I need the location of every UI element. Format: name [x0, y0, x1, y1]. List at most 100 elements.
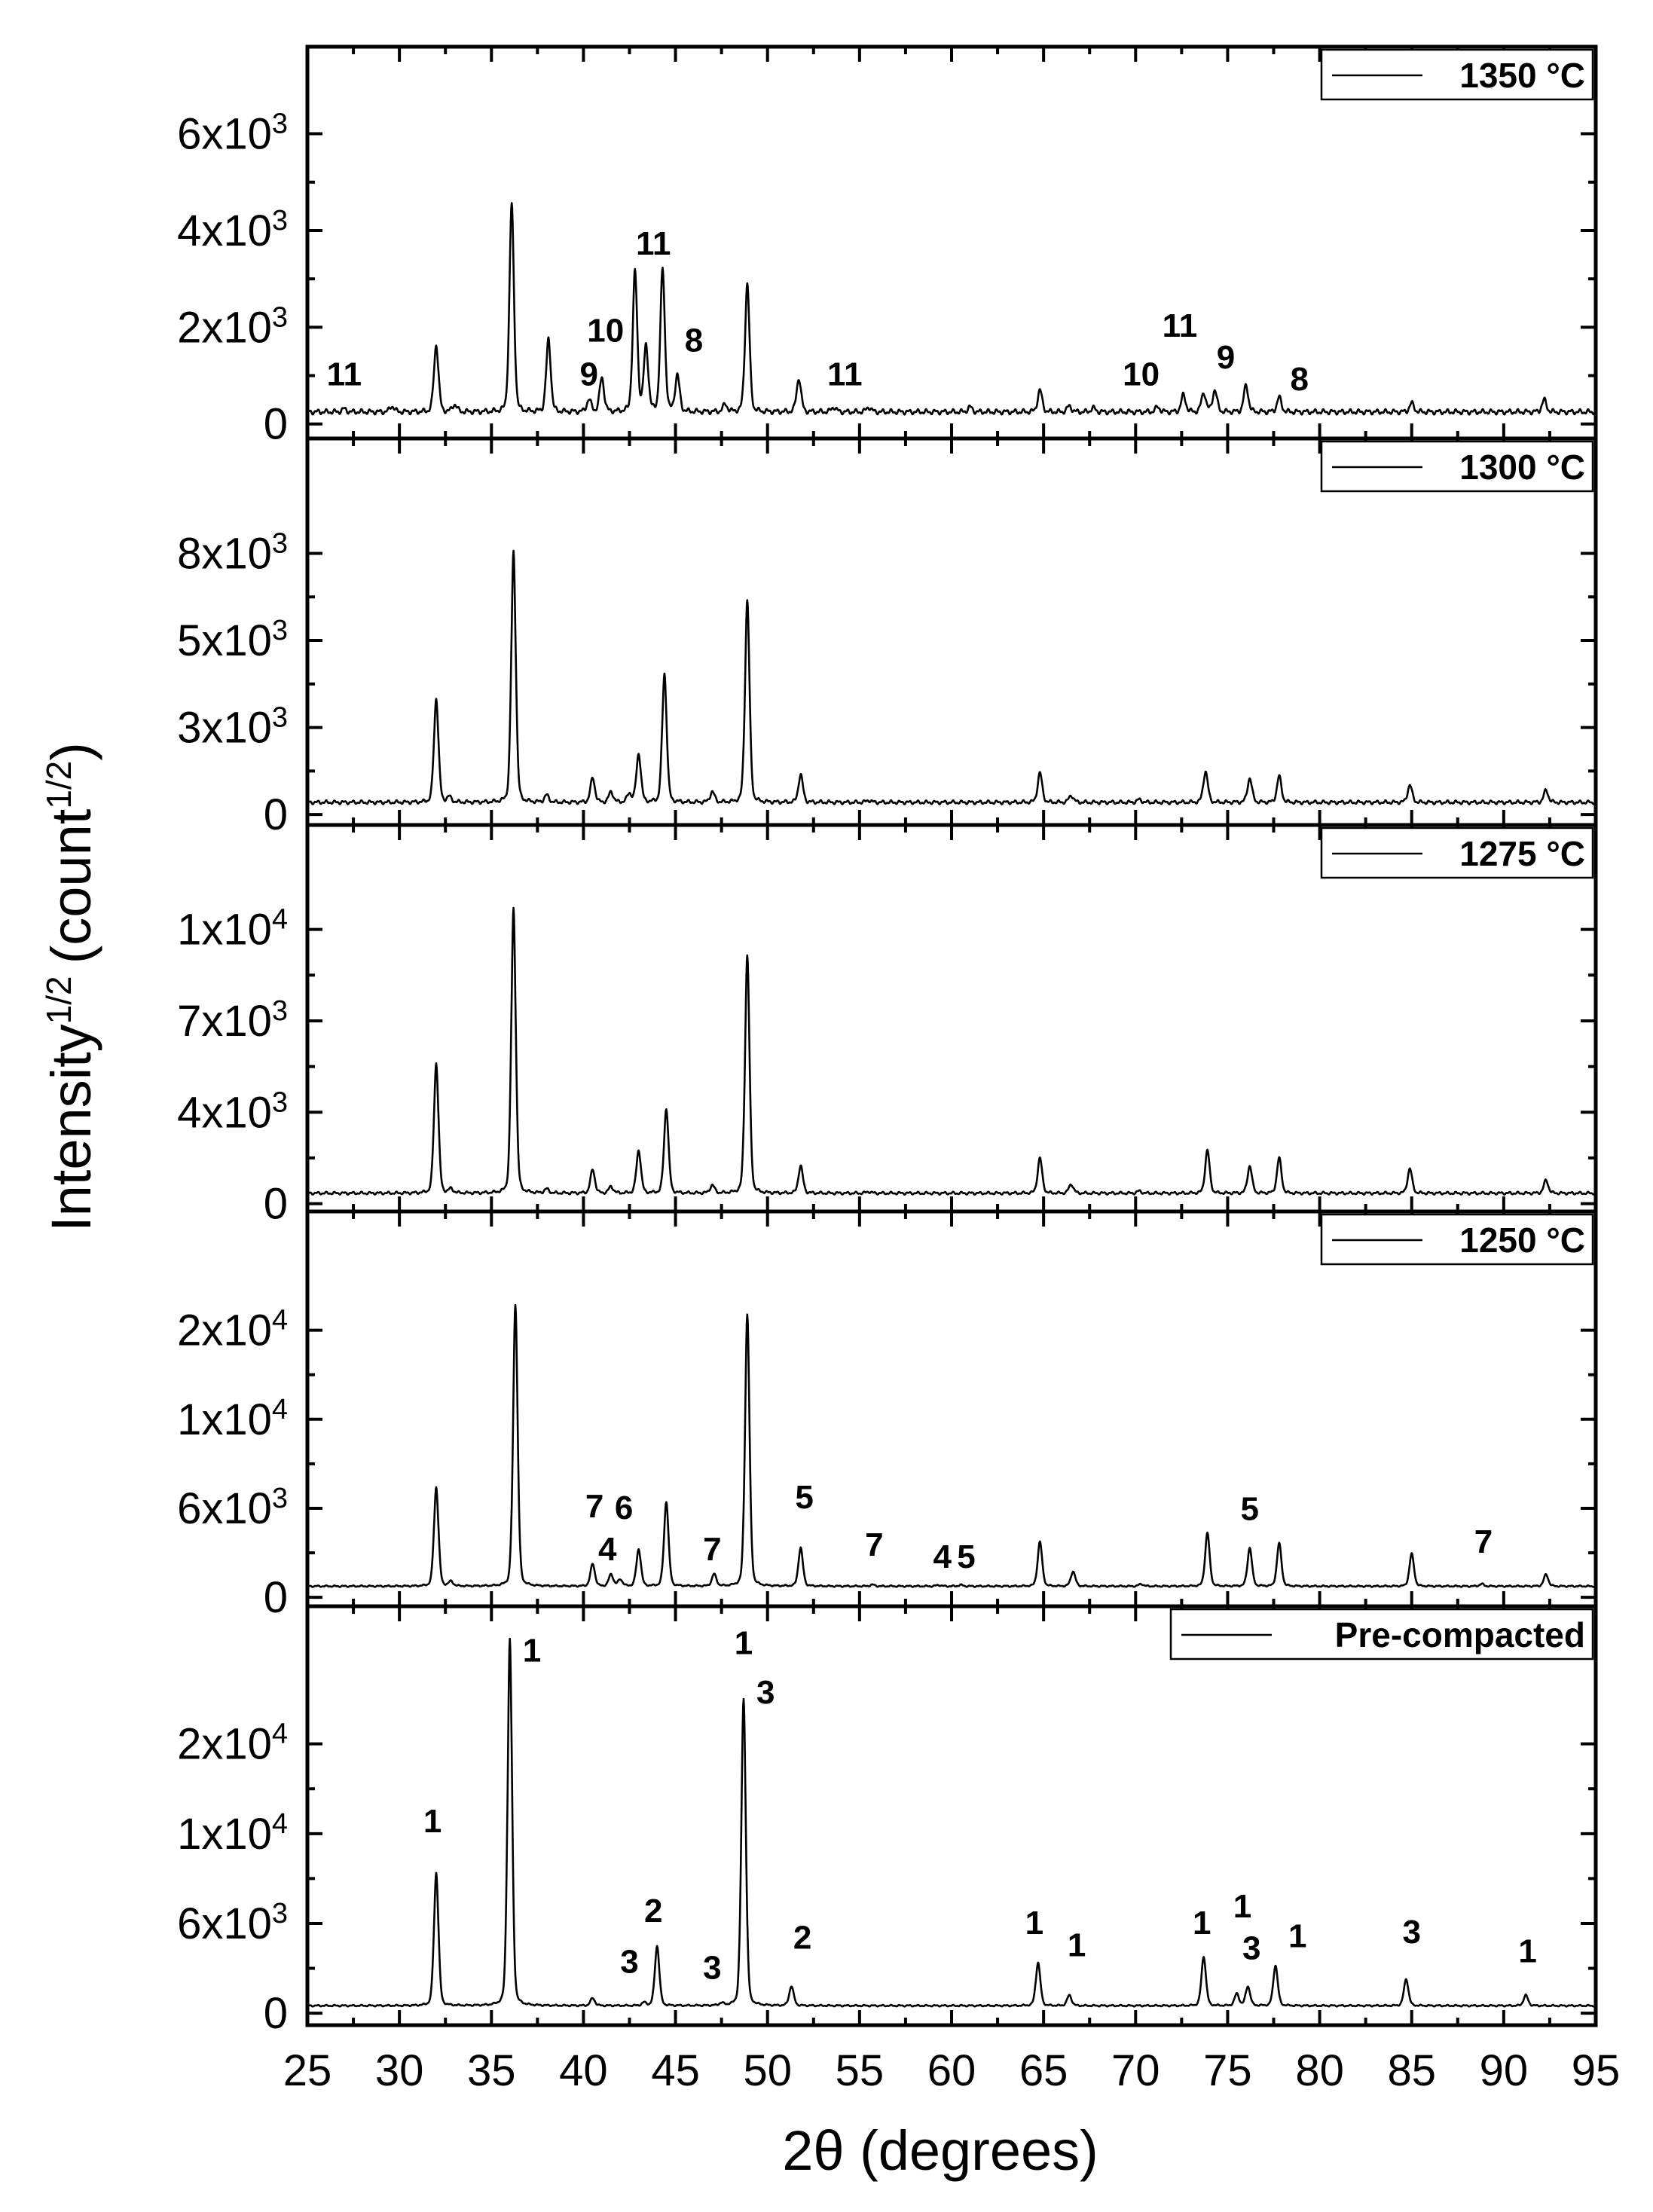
y-tick-label-base: 7x10	[177, 997, 272, 1046]
peak-label: 1	[1288, 1918, 1306, 1955]
legend-3: 1250 °C	[1320, 1213, 1594, 1266]
y-tick-label: 3x103	[177, 702, 288, 753]
y-tick-label: 0	[264, 1573, 288, 1622]
x-tick-label: 60	[927, 2046, 976, 2095]
y-tick-label: 2x104	[177, 1305, 288, 1355]
panel-frame-2	[305, 823, 1598, 1214]
y-tick-label: 0	[264, 1989, 288, 2038]
y-axis-title: Intensity1/2(count1/2)	[39, 742, 102, 1232]
y-tick-label-exponent: 3	[272, 205, 288, 237]
peak-label: 3	[620, 1944, 638, 1981]
x-tick-label: 55	[836, 2046, 885, 2095]
peak-label: 3	[703, 1949, 721, 1986]
peak-label: 10	[1123, 356, 1160, 393]
y-tick-label-base: 6x10	[177, 1484, 272, 1533]
x-tick-label: 45	[651, 2046, 700, 2095]
legend-label: 1300 °C	[1459, 448, 1585, 487]
y-tick-label-exponent: 3	[272, 528, 288, 560]
y-tick-label-exponent: 3	[272, 108, 288, 140]
x-axis: 25 30 35 40 45 50 55 60 65 70 75 80 85 90 95	[283, 2046, 1621, 2095]
y-axis-title-main: Intensity	[40, 1024, 102, 1232]
y-tick-label: 4x103	[177, 205, 288, 255]
y-tick-label-base: 4x10	[177, 1088, 272, 1137]
peak-label: 9	[1217, 339, 1235, 376]
peak-label: 3	[756, 1674, 775, 1711]
peak-label: 1	[523, 1632, 541, 1669]
y-tick-label-base: 3x10	[177, 704, 272, 753]
y-tick-label-base: 0	[264, 1989, 288, 2038]
y-tick-label: 6x103	[177, 1898, 288, 1948]
y-tick-label: 4x103	[177, 1086, 288, 1137]
y-tick-label-base: 1x10	[177, 1395, 272, 1444]
y-tick-label-exponent: 4	[272, 904, 288, 936]
diffraction-trace-0	[307, 202, 1597, 416]
y-tick-label: 1x104	[177, 904, 288, 955]
x-tick-label: 75	[1203, 2046, 1252, 2095]
y-axis-title-sup: 1/2	[39, 976, 78, 1024]
y-tick-label-exponent: 4	[272, 1808, 288, 1840]
peak-label: 11	[636, 225, 671, 262]
peak-label: 5	[1241, 1491, 1259, 1528]
y-tick-label-base: 2x10	[177, 1306, 272, 1355]
legend-label: 1275 °C	[1459, 834, 1585, 873]
y-tick-label: 5x103	[177, 615, 288, 665]
peak-label: 9	[580, 356, 598, 393]
diffraction-trace-3	[307, 1303, 1596, 1588]
peak-label: 3	[1402, 1914, 1420, 1951]
y-tick-label: 0	[264, 790, 288, 839]
peak-label: 2	[793, 1920, 811, 1957]
y-axis-title-paren-sup: 1/2	[39, 761, 78, 809]
x-tick-label: 90	[1480, 2046, 1529, 2095]
y-tick-label-base: 2x10	[177, 1720, 272, 1769]
y-tick-label: 8x103	[177, 528, 288, 579]
peak-label: 1	[735, 1625, 753, 1662]
diffraction-trace-1	[307, 549, 1596, 805]
y-axis-title-paren-open: (count	[40, 808, 102, 964]
y-tick-label: 6x103	[177, 108, 288, 159]
x-tick-label: 40	[559, 2046, 608, 2095]
y-tick-label-exponent: 3	[272, 301, 288, 333]
peak-label: 11	[327, 356, 362, 393]
diffraction-trace-2	[307, 906, 1596, 1196]
peak-label: 4	[598, 1531, 617, 1568]
y-tick-label-exponent: 3	[272, 702, 288, 734]
peak-label: 5	[795, 1479, 813, 1516]
x-axis-title: 2θ (degrees)	[782, 2119, 1098, 2182]
y-tick-label-base: 6x10	[177, 1899, 272, 1948]
y-tick-label: 0	[264, 400, 288, 449]
x-tick-label: 30	[375, 2046, 424, 2095]
peak-label: 7	[703, 1531, 721, 1568]
y-tick-label: 2x103	[177, 301, 288, 352]
y-tick-label-exponent: 4	[272, 1394, 288, 1425]
y-tick-label-exponent: 3	[272, 1483, 288, 1514]
peak-label: 1	[1233, 1888, 1251, 1925]
x-tick-label: 65	[1019, 2046, 1068, 2095]
peak-label: 4	[933, 1538, 952, 1575]
peak-label: 1	[1025, 1905, 1043, 1942]
y-tick-label-base: 0	[264, 790, 288, 839]
y-tick-label-exponent: 3	[272, 615, 288, 646]
x-tick-label: 70	[1111, 2046, 1160, 2095]
peak-label: 11	[1163, 307, 1198, 344]
y-tick-label-exponent: 4	[272, 1719, 288, 1750]
x-tick-label: 50	[743, 2046, 792, 2095]
x-tick-label: 25	[283, 2046, 332, 2095]
x-tick-label: 35	[467, 2046, 516, 2095]
y-tick-label: 1x104	[177, 1808, 288, 1859]
legend-label: 1250 °C	[1459, 1221, 1585, 1260]
y-tick-label-base: 6x10	[177, 110, 272, 159]
peak-label: 7	[585, 1488, 603, 1525]
peak-label: 11	[827, 356, 863, 393]
y-tick-label-base: 5x10	[177, 616, 272, 665]
peak-label: 1	[1068, 1927, 1086, 1964]
x-tick-label: 80	[1295, 2046, 1344, 2095]
peak-label: 10	[587, 313, 624, 350]
peak-label: 6	[615, 1489, 633, 1526]
peak-label: 8	[685, 322, 703, 359]
y-tick-label-exponent: 3	[272, 1898, 288, 1929]
